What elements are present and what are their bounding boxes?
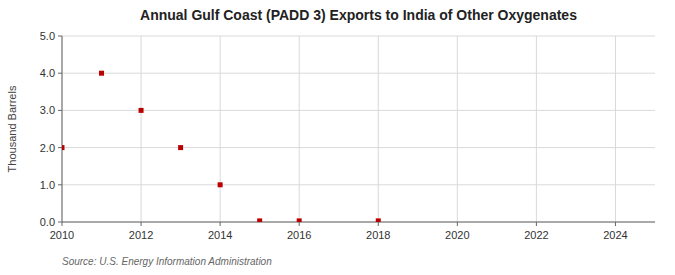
x-tick <box>615 222 616 226</box>
point <box>257 218 262 222</box>
y-tick <box>58 222 62 223</box>
grid <box>62 36 655 222</box>
chart-svg: 2010 2012 2014 2016 2018 2020 2022 2024 0.0 1.0 2.… <box>0 0 675 275</box>
point <box>218 182 223 187</box>
x-tick <box>378 222 379 226</box>
x-tick <box>536 222 537 226</box>
x-tick <box>141 222 142 226</box>
y-tick-label: 0.0 <box>40 216 55 228</box>
y-tick <box>58 110 62 111</box>
x-grid-line <box>220 36 221 222</box>
y-grid-line <box>62 36 655 37</box>
y-tick-label: 4.0 <box>40 67 55 79</box>
point <box>62 145 65 150</box>
x-grid-line <box>536 36 537 222</box>
x-tick-label: 2016 <box>287 229 311 241</box>
x-tick <box>299 222 300 226</box>
x-grid-line <box>299 36 300 222</box>
x-tick-label: 2010 <box>50 229 74 241</box>
x-tick-label: 2022 <box>524 229 548 241</box>
title: Annual Gulf Coast (PADD 3) Exports to In… <box>140 7 577 23</box>
point <box>376 218 381 222</box>
x-tick <box>220 222 221 226</box>
y-tick <box>58 147 62 148</box>
y-tick-label: 1.0 <box>40 179 55 191</box>
x-grid-line <box>62 36 63 222</box>
point <box>178 145 183 150</box>
x-grid-line <box>615 36 616 222</box>
chart-container: 2010 2012 2014 2016 2018 2020 2022 2024 0.0 1.0 2.… <box>0 0 675 275</box>
y-grid-line <box>62 184 655 185</box>
y-grid-line <box>62 222 655 223</box>
point <box>139 108 144 113</box>
x-tick <box>457 222 458 226</box>
y-grid-line <box>62 147 655 148</box>
y-tick <box>58 36 62 37</box>
y-tick-label: 2.0 <box>40 142 55 154</box>
x-tick-label: 2018 <box>366 229 390 241</box>
y-grid-line <box>62 73 655 74</box>
source-note: Source: U.S. Energy Information Administ… <box>62 256 272 267</box>
y-tick <box>58 184 62 185</box>
points <box>62 71 381 222</box>
x-tick-label: 2014 <box>208 229 232 241</box>
x-grid-line <box>457 36 458 222</box>
y-axis-line <box>62 36 63 222</box>
point <box>297 218 302 222</box>
x-tick-label: 2012 <box>129 229 153 241</box>
y-axis-label: Thousand Barrels <box>6 85 18 172</box>
x-axis-line <box>62 222 655 223</box>
x-tick <box>62 222 63 226</box>
y-tick-label: 3.0 <box>40 104 55 116</box>
y-grid-line <box>62 110 655 111</box>
x-tick-label: 2024 <box>603 229 627 241</box>
y-tick-label: 5.0 <box>40 30 55 42</box>
x-tick-label: 2020 <box>445 229 469 241</box>
x-grid-line <box>141 36 142 222</box>
tick-labels: 2010 2012 2014 2016 2018 2020 2022 2024 0.0 1.0 2.… <box>40 30 628 241</box>
point <box>99 71 104 76</box>
y-tick <box>58 73 62 74</box>
x-grid-line <box>378 36 379 222</box>
